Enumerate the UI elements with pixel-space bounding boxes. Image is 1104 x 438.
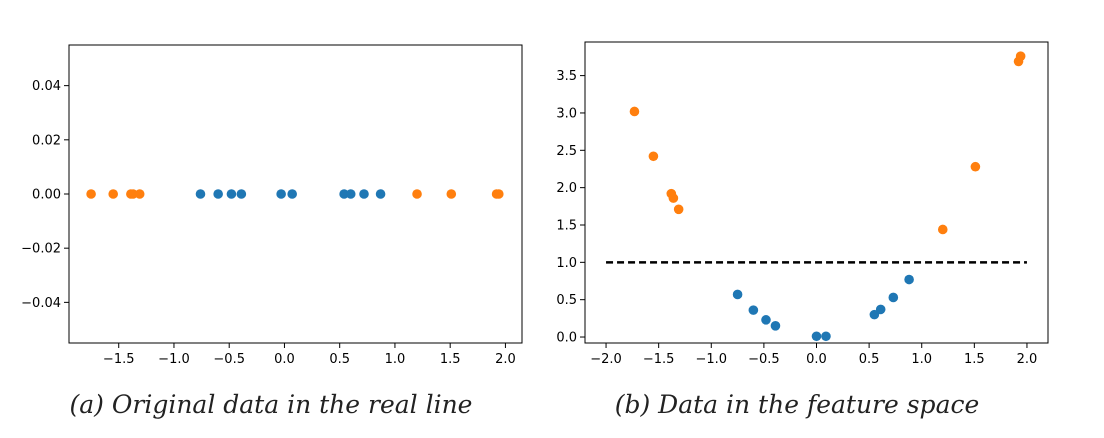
blue-data-point — [226, 189, 237, 199]
x-tick-label: −0.5 — [213, 352, 245, 367]
orange-data-point — [412, 189, 422, 199]
orange-data-point — [629, 106, 640, 117]
chart-original-real-line: −1.5 −1.0 −0.5 0.0 0.5 1.0 1.5 2.0 0.04 0.02 0.00 −… — [21, 44, 523, 367]
orange-data-point — [970, 161, 981, 172]
blue-data-point — [748, 305, 759, 315]
orange-data-point — [1015, 51, 1026, 61]
x-tick-label: −1.0 — [695, 352, 727, 367]
blue-data-point — [821, 331, 831, 342]
x-tick-label: 1.5 — [964, 352, 985, 367]
orange-data-point — [134, 189, 145, 199]
y-tick-label: 3.5 — [556, 69, 577, 84]
caption-a: (a) Original data in the real line — [70, 390, 473, 419]
orange-data-point — [648, 151, 659, 162]
x-tick-label: 0.0 — [806, 352, 827, 367]
orange-data-point — [668, 193, 679, 203]
y-tick-label: −0.04 — [21, 296, 61, 311]
y-tick-label: 0.04 — [32, 79, 61, 94]
y-tick-label: 1.0 — [556, 256, 577, 271]
blue-data-point — [236, 189, 247, 199]
blue-data-point — [339, 189, 349, 199]
y-tick-label: 0.02 — [32, 133, 61, 148]
caption-b: (b) Data in the feature space — [615, 390, 980, 419]
x-tick-label: 1.5 — [440, 352, 461, 367]
x-tick-label: −1.5 — [103, 352, 135, 367]
blue-data-point — [345, 189, 356, 199]
x-tick-label: −0.5 — [748, 352, 780, 367]
orange-data-point — [446, 189, 457, 199]
blue-data-point — [359, 189, 369, 199]
blue-data-point — [904, 274, 914, 285]
x-tick-label: 2.0 — [1017, 352, 1038, 367]
x-tick-label: −1.5 — [643, 352, 675, 367]
orange-data-point — [493, 189, 504, 199]
y-tick-label: 2.5 — [556, 144, 577, 159]
blue-data-point — [869, 309, 880, 320]
plot-frame — [584, 41, 1049, 344]
chart-feature-space: −2.0 −1.5 −1.0 −0.5 0.0 0.5 1.0 1.5 2.0 0.0 0.5 1.0… — [556, 41, 1049, 367]
y-tick-label: 0.5 — [556, 293, 577, 308]
x-tick-label: 1.0 — [911, 352, 932, 367]
blue-data-point — [770, 321, 781, 331]
orange-data-point — [108, 189, 118, 199]
blue-data-point — [287, 189, 297, 199]
y-tick-label: −0.02 — [21, 242, 61, 257]
y-tick-label: 3.0 — [556, 106, 577, 121]
x-tick-label: 0.5 — [329, 352, 350, 367]
x-tick-label: 1.0 — [385, 352, 406, 367]
y-tick-label: 1.5 — [556, 218, 577, 233]
orange-data-point — [673, 204, 684, 215]
blue-data-point — [875, 304, 886, 315]
x-tick-label: −1.0 — [158, 352, 190, 367]
x-tick-label: 0.5 — [859, 352, 880, 367]
blue-data-point — [761, 315, 771, 325]
x-tick-label: 2.0 — [495, 352, 516, 367]
blue-data-point — [195, 189, 206, 199]
blue-data-point — [811, 331, 822, 342]
orange-data-point — [86, 189, 96, 199]
blue-data-point — [888, 292, 899, 303]
y-tick-label: 0.0 — [556, 331, 577, 346]
blue-data-point — [375, 189, 386, 199]
x-tick-label: −2.0 — [590, 352, 622, 367]
orange-data-point — [937, 224, 948, 235]
blue-data-point — [732, 289, 743, 300]
y-tick-label: 2.0 — [556, 181, 577, 196]
blue-data-point — [276, 189, 286, 199]
y-tick-label: 0.00 — [32, 188, 61, 203]
blue-data-point — [213, 189, 223, 199]
orange-data-point — [128, 189, 138, 199]
x-tick-label: 0.0 — [274, 352, 295, 367]
